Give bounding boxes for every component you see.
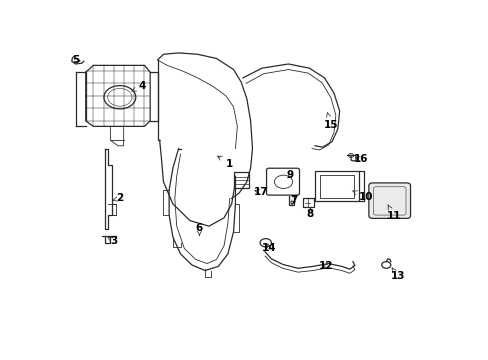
FancyBboxPatch shape bbox=[368, 183, 410, 219]
Text: 2: 2 bbox=[113, 193, 123, 203]
Text: 17: 17 bbox=[253, 187, 268, 197]
Bar bbox=[319, 175, 354, 198]
Bar bbox=[302, 198, 313, 207]
Text: 15: 15 bbox=[323, 113, 338, 130]
Text: 3: 3 bbox=[107, 237, 118, 246]
Text: 14: 14 bbox=[261, 243, 276, 253]
Text: 13: 13 bbox=[389, 268, 404, 281]
Bar bbox=[314, 171, 358, 201]
Circle shape bbox=[347, 153, 353, 157]
Text: 16: 16 bbox=[353, 154, 368, 164]
Text: 6: 6 bbox=[195, 222, 203, 235]
Bar bbox=[233, 172, 249, 188]
Text: 12: 12 bbox=[319, 261, 333, 271]
Text: 1: 1 bbox=[217, 156, 233, 169]
Text: 9: 9 bbox=[286, 170, 293, 180]
Text: 5: 5 bbox=[72, 55, 80, 65]
FancyBboxPatch shape bbox=[266, 168, 299, 195]
Text: 10: 10 bbox=[352, 191, 373, 202]
Text: 4: 4 bbox=[132, 81, 146, 91]
Text: 8: 8 bbox=[306, 208, 313, 219]
Text: 7: 7 bbox=[290, 195, 297, 205]
Text: 11: 11 bbox=[386, 205, 400, 221]
